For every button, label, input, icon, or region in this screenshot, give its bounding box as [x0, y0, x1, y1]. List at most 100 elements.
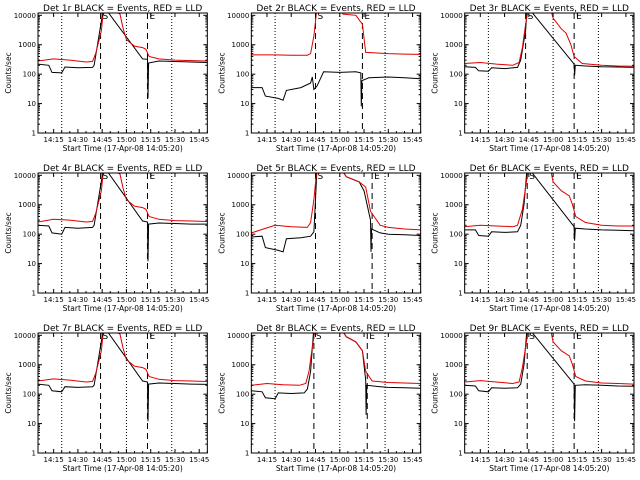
- plot-frame: [250, 12, 422, 134]
- events-series-line: [464, 333, 634, 422]
- x-tick-label: 15:30: [378, 296, 398, 304]
- plot-frame: [37, 172, 208, 294]
- x-tick-label: 14:45: [92, 296, 112, 304]
- x-tick-label: 14:45: [519, 296, 539, 304]
- x-tick-label: 15:30: [592, 296, 612, 304]
- x-tick-label: 15:30: [165, 456, 185, 464]
- x-tick-label: 15:00: [543, 136, 563, 144]
- y-axis-label: Counts/sec: [4, 372, 13, 413]
- x-axis-label: Start Time (17-Apr-08 14:05:20): [276, 144, 396, 153]
- y-tick-label: 1000: [232, 201, 250, 209]
- y-axis-label: Counts/sec: [4, 52, 13, 93]
- y-tick-label: 10: [240, 420, 249, 428]
- y-tick-label: 10000: [227, 12, 249, 20]
- events-series-line: [251, 173, 421, 253]
- marker-label-e: E: [369, 332, 375, 342]
- x-tick-label: 15:30: [378, 136, 398, 144]
- x-tick-label: 15:00: [330, 136, 350, 144]
- y-tick-label: 1: [245, 450, 249, 458]
- chart-title: Det 8r BLACK = Events, RED = LLD: [256, 324, 415, 334]
- x-tick-label: 14:30: [281, 456, 301, 464]
- y-tick-label: 1: [458, 290, 462, 298]
- y-axis-label: Counts/sec: [4, 212, 13, 253]
- x-tick-label: 14:15: [257, 456, 277, 464]
- x-tick-label: 15:30: [165, 296, 185, 304]
- x-axis-label: Start Time (17-Apr-08 14:05:20): [489, 144, 609, 153]
- events-series-line: [38, 173, 208, 262]
- y-axis-label: Counts/sec: [431, 372, 440, 413]
- y-tick-label: 10: [27, 100, 36, 108]
- series-group: [38, 173, 208, 262]
- x-tick-label: 15:15: [354, 456, 374, 464]
- x-tick-label: 14:45: [92, 136, 112, 144]
- x-tick-label: 14:30: [494, 456, 514, 464]
- marker-label-s: S: [103, 12, 109, 22]
- y-tick-label: 100: [23, 391, 36, 399]
- x-tick-label: 14:30: [68, 296, 88, 304]
- y-tick-label: 10: [454, 420, 463, 428]
- chart-title: Det 7r BLACK = Events, RED = LLD: [43, 324, 202, 334]
- series-group: [251, 13, 421, 107]
- y-tick-label: 100: [449, 391, 462, 399]
- y-tick-label: 1: [458, 130, 462, 138]
- y-tick-label: 100: [449, 231, 462, 239]
- lld-series-line: [251, 333, 421, 386]
- marker-label-e: E: [576, 12, 582, 22]
- y-tick-label: 1000: [18, 41, 36, 49]
- x-tick-label: 15:30: [592, 456, 612, 464]
- marker-label-e: E: [364, 12, 370, 22]
- plot-frame: [250, 332, 422, 454]
- x-tick-label: 15:30: [592, 136, 612, 144]
- chart-title: Det 2r BLACK = Events, RED = LLD: [256, 4, 415, 14]
- x-tick-label: 14:15: [470, 136, 490, 144]
- x-tick-label: 14:30: [281, 136, 301, 144]
- plot-frame: [464, 12, 635, 134]
- plot-frame: [464, 172, 635, 294]
- x-axis-label: Start Time (17-Apr-08 14:05:20): [489, 464, 609, 473]
- plot-frame: [464, 332, 635, 454]
- x-tick-label: 14:45: [519, 456, 539, 464]
- x-axis-label: Start Time (17-Apr-08 14:05:20): [63, 464, 183, 473]
- x-tick-label: 14:45: [92, 456, 112, 464]
- y-tick-label: 1000: [18, 201, 36, 209]
- y-tick-label: 1000: [445, 41, 463, 49]
- y-tick-label: 100: [23, 231, 36, 239]
- y-tick-label: 10: [454, 260, 463, 268]
- series-group: [251, 173, 421, 253]
- lld-series-line: [251, 13, 421, 56]
- x-tick-label: 15:00: [116, 456, 136, 464]
- chart-title: Det 3r BLACK = Events, RED = LLD: [470, 4, 629, 14]
- x-tick-label: 15:15: [141, 136, 161, 144]
- x-tick-label: 14:15: [470, 456, 490, 464]
- x-tick-label: 15:45: [402, 296, 422, 304]
- x-tick-label: 14:30: [494, 296, 514, 304]
- series-group: [464, 333, 634, 422]
- y-tick-label: 1: [245, 130, 249, 138]
- marker-label-e: E: [576, 332, 582, 342]
- x-tick-label: 15:30: [378, 456, 398, 464]
- events-series-line: [464, 173, 634, 241]
- x-tick-label: 14:45: [305, 136, 325, 144]
- x-tick-label: 14:30: [68, 136, 88, 144]
- events-series-line: [38, 333, 208, 422]
- y-tick-label: 1: [32, 130, 36, 138]
- x-tick-label: 15:00: [330, 296, 350, 304]
- events-series-line: [251, 71, 421, 107]
- series-group: [251, 333, 421, 415]
- x-axis-label: Start Time (17-Apr-08 14:05:20): [489, 304, 609, 313]
- x-tick-label: 15:45: [616, 296, 636, 304]
- x-tick-label: 15:00: [116, 296, 136, 304]
- x-tick-label: 15:15: [567, 456, 587, 464]
- y-tick-label: 10: [240, 100, 249, 108]
- events-series-line: [464, 13, 634, 76]
- y-tick-label: 10: [454, 100, 463, 108]
- x-axis-label: Start Time (17-Apr-08 14:05:20): [276, 464, 396, 473]
- x-tick-label: 15:45: [189, 456, 209, 464]
- x-tick-label: 15:45: [616, 136, 636, 144]
